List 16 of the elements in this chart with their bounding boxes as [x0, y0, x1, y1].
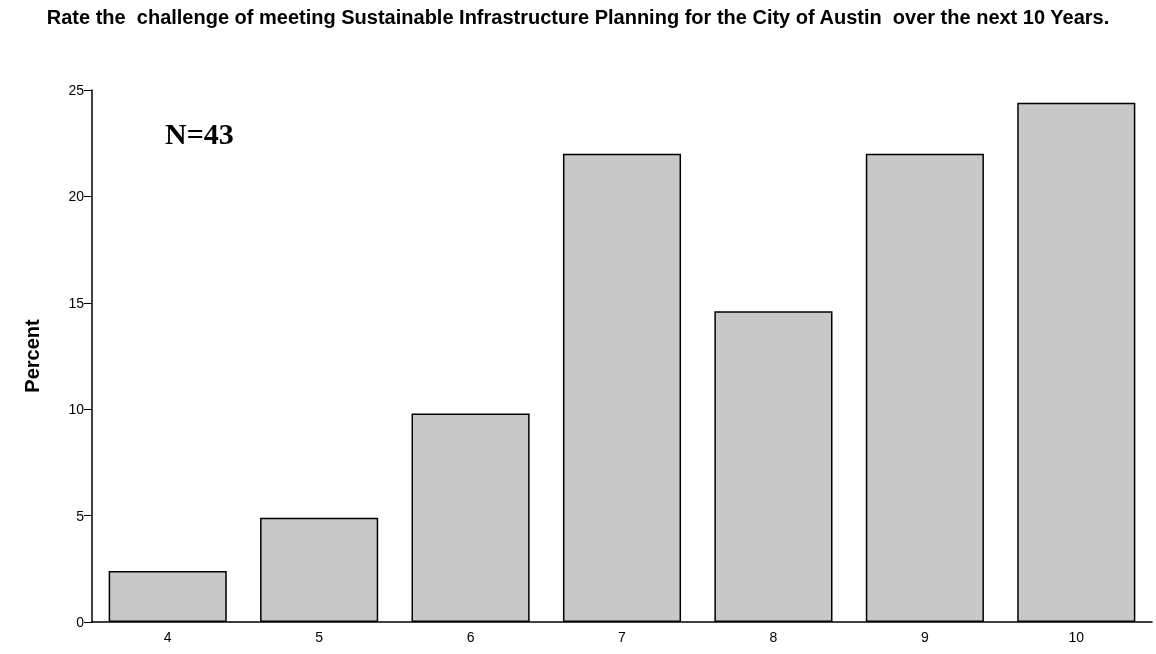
y-tick-label: 5	[76, 507, 85, 524]
x-tick-label: 9	[920, 629, 929, 645]
y-tick-label: 25	[68, 82, 85, 98]
y-axis-title: Percent	[21, 318, 43, 393]
x-tick-label: 6	[466, 629, 475, 645]
y-tick-label: 15	[68, 294, 85, 311]
x-tick-label: 8	[769, 629, 778, 645]
y-tick-label: 0	[76, 614, 85, 630]
annotation: N=43	[165, 116, 234, 150]
y-tick-label: 20	[68, 188, 85, 205]
x-tick-label: 10	[1068, 629, 1085, 645]
y-tick-label: 10	[68, 401, 85, 418]
x-tick-label: 5	[315, 629, 324, 645]
chart-title: Rate the challenge of meeting Sustainable Infrastructure Planning for the City of Austin over the next 10 Years.	[46, 6, 1110, 28]
x-tick-label: 4	[163, 629, 172, 645]
x-tick-label: 7	[618, 629, 627, 645]
